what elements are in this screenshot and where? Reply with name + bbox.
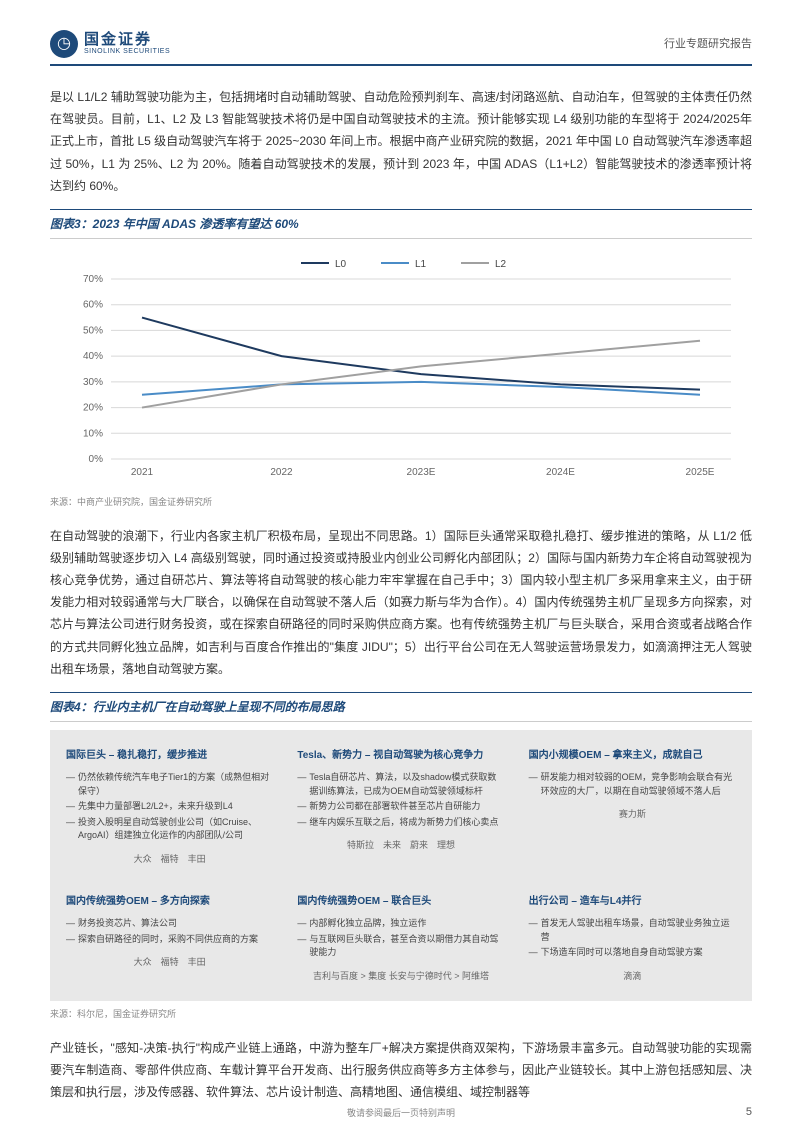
- svg-text:L0: L0: [335, 259, 347, 270]
- svg-text:2023E: 2023E: [407, 467, 436, 478]
- chart4-cell-list: 研发能力相对较弱的OEM，竞争影响会联合有光环效应的大厂，以期在自动驾驶领域不落…: [529, 771, 736, 798]
- chart4-cell-title: 国际巨头 – 稳扎稳打，缓步推进: [66, 748, 273, 763]
- svg-text:L2: L2: [495, 259, 507, 270]
- chart4-cell-title: 国内小规模OEM – 拿来主义，成就自己: [529, 748, 736, 763]
- svg-text:2022: 2022: [270, 467, 293, 478]
- chart4: 国际巨头 – 稳扎稳打，缓步推进仍然依赖传统汽车电子Tier1的方案（成熟但相对…: [50, 730, 752, 1001]
- svg-text:10%: 10%: [83, 429, 103, 440]
- chart4-cell-brands: 大众 福特 丰田: [66, 853, 273, 867]
- svg-text:30%: 30%: [83, 377, 103, 388]
- svg-text:0%: 0%: [89, 454, 104, 465]
- report-type: 行业专题研究报告: [664, 35, 752, 54]
- chart3-title: 图表3：2023 年中国 ADAS 渗透率有望达 60%: [50, 209, 752, 239]
- chart4-cell-brands: 特斯拉 未来 蔚来 理想: [297, 839, 504, 853]
- svg-text:60%: 60%: [83, 300, 103, 311]
- chart4-cell-3: 国内传统强势OEM – 多方向探索财务投资芯片、算法公司探索自研路径的同时，采购…: [58, 884, 281, 993]
- chart4-cell-title: 国内传统强势OEM – 联合巨头: [297, 894, 504, 909]
- logo: ◷ 国金证券 SINOLINK SECURITIES: [50, 30, 170, 58]
- logo-text-en: SINOLINK SECURITIES: [84, 48, 170, 56]
- paragraph-3: 产业链长，"感知-决策-执行"构成产业链上通路，中游为整车厂+解决方案提供商双架…: [50, 1037, 752, 1104]
- chart4-cell-list: Tesla自研芯片、算法，以及shadow模式获取数据训练算法，已成为OEM自动…: [297, 771, 504, 829]
- chart4-cell-5: 出行公司 – 造车与L4并行首发无人驾驶出租车场景，自动驾驶业务独立运营下场造车…: [521, 884, 744, 993]
- svg-text:40%: 40%: [83, 351, 103, 362]
- chart4-cell-brands: 大众 福特 丰田: [66, 956, 273, 970]
- svg-text:L1: L1: [415, 259, 427, 270]
- svg-text:2025E: 2025E: [686, 467, 715, 478]
- chart4-cell-title: 国内传统强势OEM – 多方向探索: [66, 894, 273, 909]
- chart4-cell-title: 出行公司 – 造车与L4并行: [529, 894, 736, 909]
- logo-text-cn: 国金证券: [84, 32, 170, 49]
- page-header: ◷ 国金证券 SINOLINK SECURITIES 行业专题研究报告: [50, 30, 752, 66]
- chart3-source: 来源：中商产业研究院，国金证券研究所: [50, 495, 752, 510]
- chart4-cell-list: 仍然依赖传统汽车电子Tier1的方案（成熟但相对保守）先集中力量部署L2/L2+…: [66, 771, 273, 843]
- svg-text:50%: 50%: [83, 326, 103, 337]
- logo-icon: ◷: [50, 30, 78, 58]
- chart4-source: 来源：科尔尼，国金证券研究所: [50, 1007, 752, 1022]
- chart4-cell-list: 财务投资芯片、算法公司探索自研路径的同时，采购不同供应商的方案: [66, 917, 273, 946]
- chart4-cell-4: 国内传统强势OEM – 联合巨头内部孵化独立品牌，独立运作与互联网巨头联合，甚至…: [289, 884, 512, 993]
- chart4-cell-brands: 滴滴: [529, 970, 736, 984]
- page-number: 5: [746, 1103, 752, 1122]
- chart4-cell-2: 国内小规模OEM – 拿来主义，成就自己研发能力相对较弱的OEM，竞争影响会联合…: [521, 738, 744, 876]
- chart4-cell-list: 首发无人驾驶出租车场景，自动驾驶业务独立运营下场造车同时可以落地自身自动驾驶方案: [529, 917, 736, 960]
- paragraph-1: 是以 L1/L2 辅助驾驶功能为主，包括拥堵时自动辅助驾驶、自动危险预判刹车、高…: [50, 86, 752, 197]
- footer-disclaimer: 敬请参阅最后一页特别声明: [0, 1106, 802, 1121]
- svg-text:2021: 2021: [131, 467, 154, 478]
- chart4-title: 图表4：行业内主机厂在自动驾驶上呈现不同的布局思路: [50, 692, 752, 722]
- chart4-cell-1: Tesla、新势力 – 视自动驾驶为核心竞争力 Tesla自研芯片、算法，以及sh…: [289, 738, 512, 876]
- paragraph-2: 在自动驾驶的浪潮下，行业内各家主机厂积极布局，呈现出不同思路。1）国际巨头通常采…: [50, 525, 752, 680]
- svg-text:2024E: 2024E: [546, 467, 575, 478]
- svg-text:70%: 70%: [83, 274, 103, 285]
- svg-text:20%: 20%: [83, 403, 103, 414]
- chart4-cell-list: 内部孵化独立品牌，独立运作与互联网巨头联合，甚至合资以期借力其自动驾驶能力: [297, 917, 504, 960]
- chart4-cell-brands: 吉利与百度 > 集度 长安与宁德时代 > 阿维塔: [297, 970, 504, 984]
- chart4-cell-0: 国际巨头 – 稳扎稳打，缓步推进仍然依赖传统汽车电子Tier1的方案（成熟但相对…: [58, 738, 281, 876]
- chart4-cell-brands: 赛力斯: [529, 808, 736, 822]
- chart4-cell-title: Tesla、新势力 – 视自动驾驶为核心竞争力: [297, 748, 504, 763]
- chart3: 0% 10% 20% 30% 40% 50% 60% 70% 2021 2022 2023E 2024…: [50, 249, 752, 489]
